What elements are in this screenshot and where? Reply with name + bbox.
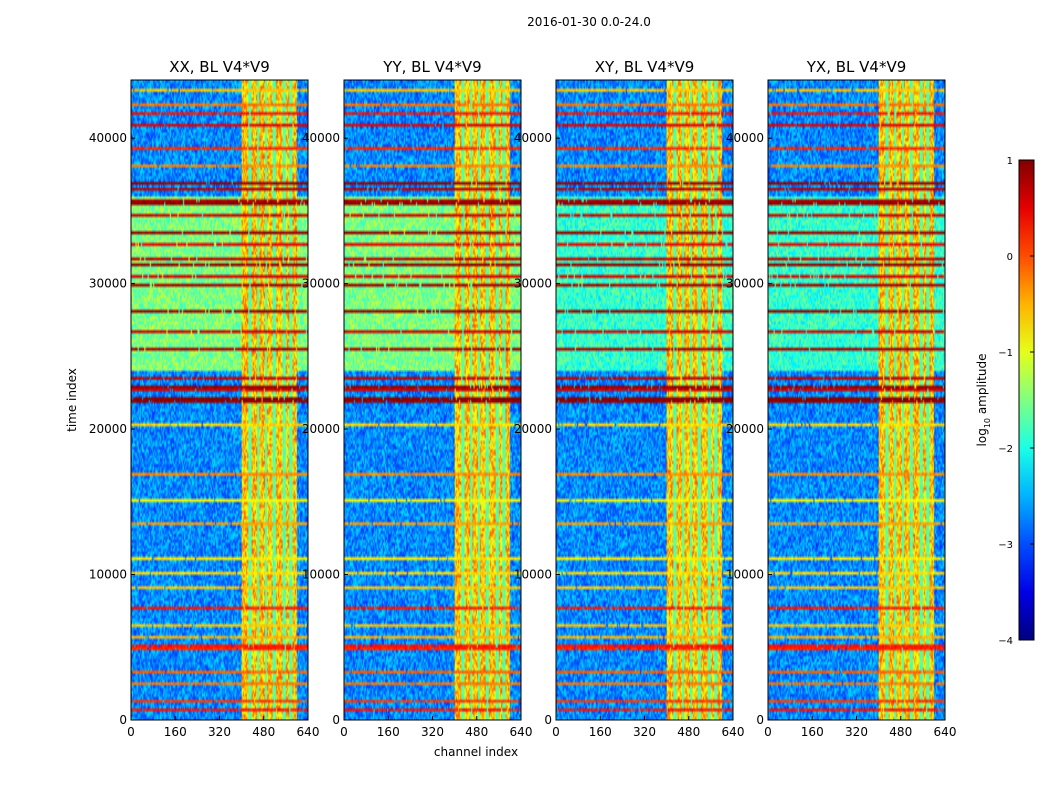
x-tick-label: 640 <box>510 725 533 739</box>
panel-yy: YY, BL V4*V9 0 160 320 480 640 0 10000 20000 3000… <box>302 58 533 739</box>
x-tick-label: 640 <box>722 725 745 739</box>
x-tick-label: 0 <box>552 725 560 739</box>
y-tick-label: 40000 <box>89 131 127 145</box>
x-tick-label: 160 <box>801 725 824 739</box>
panels-group: XX, BL V4*V9 0 160 320 480 640 0 10000 20000 3000… <box>89 58 957 739</box>
colorbar-tick-label: −1 <box>998 348 1013 359</box>
x-tick-label: 480 <box>889 725 912 739</box>
colorbar-label: log10 amplitude <box>975 354 992 447</box>
colorbar-label-suffix: amplitude <box>975 354 989 418</box>
y-tick-label: 30000 <box>726 277 764 291</box>
y-tick-label: 0 <box>756 713 764 727</box>
y-tick-label: 30000 <box>302 277 340 291</box>
colorbar: log10 amplitude 10−1−2−3−4 <box>975 156 1035 647</box>
y-tick-label: 40000 <box>726 131 764 145</box>
panel-title: XY, BL V4*V9 <box>595 58 695 76</box>
y-tick-label: 40000 <box>302 131 340 145</box>
x-tick-label: 0 <box>340 725 348 739</box>
x-tick-label: 640 <box>934 725 957 739</box>
panel-title: YX, BL V4*V9 <box>806 58 907 76</box>
y-tick-label: 10000 <box>514 568 552 582</box>
panel-title: XX, BL V4*V9 <box>169 58 270 76</box>
y-tick-label: 30000 <box>514 277 552 291</box>
heatmap-image-yx <box>768 80 945 720</box>
x-tick-label: 640 <box>297 725 320 739</box>
y-tick-label: 20000 <box>514 422 552 436</box>
panel-yx: YX, BL V4*V9 0 160 320 480 640 0 10000 20000 3000… <box>726 58 957 739</box>
y-tick-label: 0 <box>332 713 340 727</box>
x-tick-label: 480 <box>252 725 275 739</box>
panel-xy: XY, BL V4*V9 0 160 320 480 640 0 10000 20000 3000… <box>514 58 745 739</box>
panel-xx: XX, BL V4*V9 0 160 320 480 640 0 10000 20000 3000… <box>89 58 320 739</box>
y-tick-label: 20000 <box>726 422 764 436</box>
colorbar-tick-label: −2 <box>998 444 1013 455</box>
x-tick-label: 160 <box>589 725 612 739</box>
heatmap-image-xx <box>131 80 308 720</box>
x-tick-label: 320 <box>208 725 231 739</box>
y-tick-label: 10000 <box>302 568 340 582</box>
x-tick-label: 160 <box>164 725 187 739</box>
heatmap-image-yy <box>344 80 521 720</box>
y-tick-label: 10000 <box>89 568 127 582</box>
colorbar-tick-label: 1 <box>1007 156 1013 167</box>
y-axis-label: time index <box>65 368 79 432</box>
y-tick-label: 10000 <box>726 568 764 582</box>
colorbar-label-prefix: log <box>975 428 989 446</box>
x-axis-label: channel index <box>434 745 518 759</box>
x-tick-label: 320 <box>633 725 656 739</box>
x-tick-label: 480 <box>465 725 488 739</box>
colorbar-gradient <box>1018 159 1035 641</box>
colorbar-tick-label: −4 <box>998 636 1013 647</box>
heatmap-image-xy <box>556 80 733 720</box>
y-tick-label: 0 <box>544 713 552 727</box>
y-tick-label: 20000 <box>89 422 127 436</box>
colorbar-tick-label: −3 <box>998 540 1013 551</box>
y-tick-label: 30000 <box>89 277 127 291</box>
x-tick-label: 160 <box>377 725 400 739</box>
x-tick-label: 0 <box>764 725 772 739</box>
x-tick-label: 0 <box>127 725 135 739</box>
colorbar-tick-label: 0 <box>1007 252 1013 263</box>
figure-suptitle: 2016-01-30 0.0-24.0 <box>527 15 651 29</box>
y-tick-label: 20000 <box>302 422 340 436</box>
x-tick-label: 320 <box>421 725 444 739</box>
y-tick-label: 40000 <box>514 131 552 145</box>
colorbar-label-subscript: 10 <box>983 418 992 428</box>
x-tick-label: 480 <box>677 725 700 739</box>
x-tick-label: 320 <box>845 725 868 739</box>
y-tick-label: 0 <box>119 713 127 727</box>
panel-title: YY, BL V4*V9 <box>382 58 481 76</box>
